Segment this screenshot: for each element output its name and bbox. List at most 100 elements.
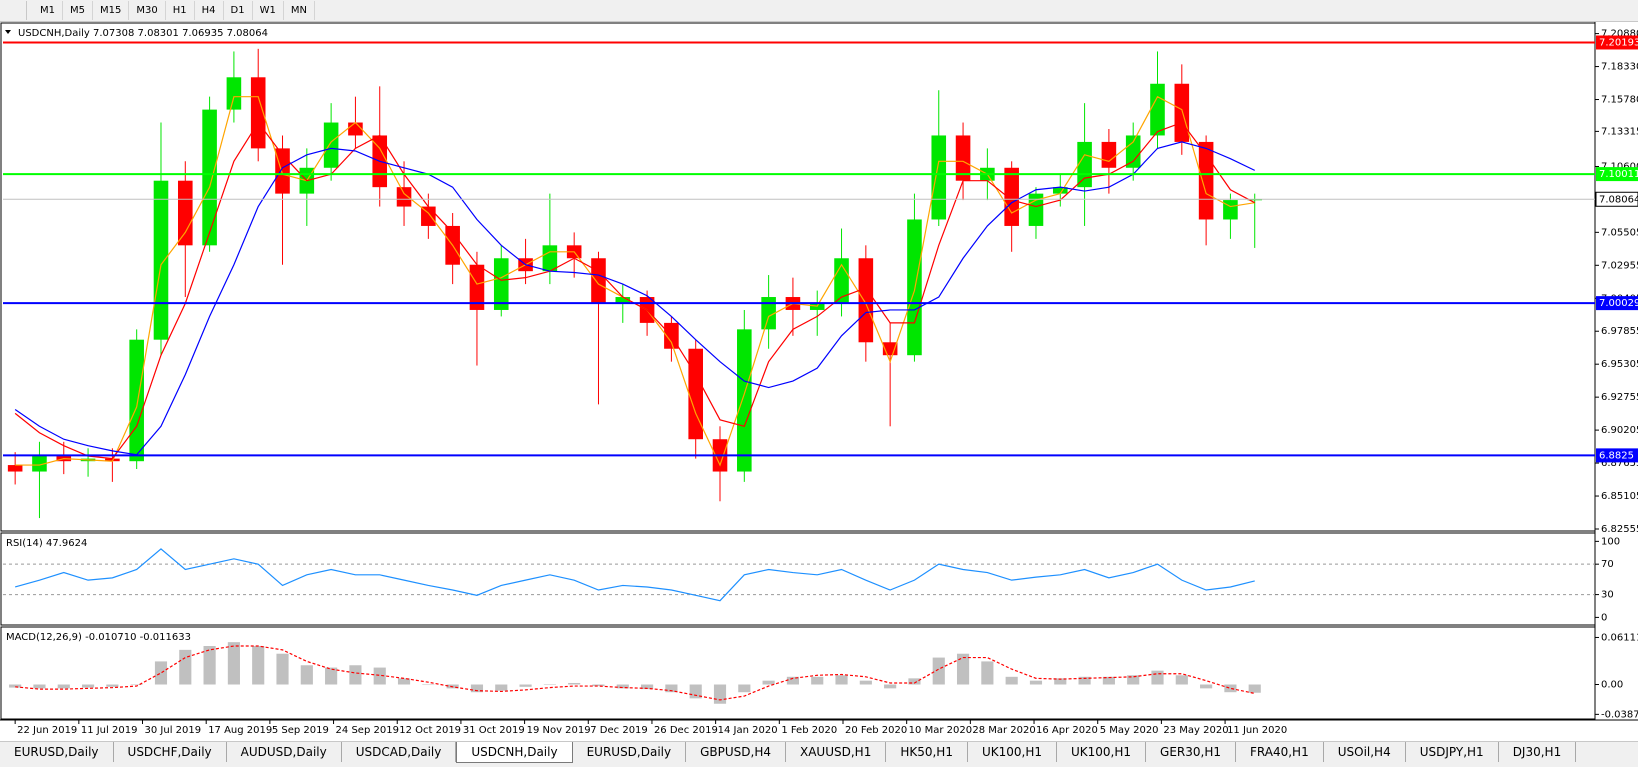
macd-bar [956,653,970,685]
chart-tab[interactable]: USDCHF,Daily [114,742,227,762]
macd-bar [762,680,775,685]
timeframe-button[interactable]: D1 [224,1,253,20]
macd-bar [470,684,484,693]
macd-bar [1224,684,1237,693]
y-tick-label: 7.18330 [1601,62,1638,73]
macd-bar [1200,684,1213,689]
candle-body [542,245,558,272]
macd-bar [811,676,824,685]
x-tick-label: 19 Nov 2019 [527,725,591,736]
candle-body [7,465,23,472]
chart-tab[interactable]: FRA40,H1 [1236,742,1324,762]
timeframe-button[interactable]: M5 [63,1,93,20]
panel-frame [0,22,1596,532]
macd-bar [786,676,799,685]
chart-tab[interactable]: USDCNH,Daily [456,742,573,763]
chart-tab[interactable]: XAUUSD,H1 [786,742,887,762]
panel-menu-arrow [5,30,11,34]
candle-body [615,297,631,304]
chart-tab[interactable]: GBPUSD,H4 [686,742,786,762]
panel-title: MACD(12,26,9) -0.010710 -0.011633 [6,632,191,643]
candle-body [493,258,509,310]
candle-body [396,187,412,207]
macd-bar [130,684,143,686]
x-tick-label: 20 Feb 2020 [845,725,907,736]
candle-body [1223,200,1238,220]
y-tick-label: 0 [1601,612,1607,623]
chart-tab[interactable]: EURUSD,Daily [0,742,114,762]
x-tick-label: 5 May 2020 [1100,725,1159,736]
macd-bar [713,684,727,704]
x-tick-label: 11 Jul 2019 [81,725,138,736]
candle-body [275,148,290,194]
x-tick-label: 7 Dec 2019 [590,725,648,736]
candle-body [202,109,217,246]
chart-tab[interactable]: EURUSD,Daily [573,742,687,762]
chart-tab[interactable]: GER30,H1 [1146,742,1236,762]
timeframe-button[interactable]: M15 [93,1,130,20]
chart-tab[interactable]: HK50,H1 [886,742,968,762]
chart-tab[interactable]: DJ30,H1 [1499,742,1577,762]
timeframe-toolbar: M1 M5 M15 M30 H1 H4 D1 W1 MN [0,0,1638,22]
macd-bar [884,684,897,689]
candle-body [809,303,825,310]
macd-bar [397,678,411,685]
candle-body [858,258,874,343]
macd-bar [859,680,872,685]
macd-bar [932,657,945,685]
macd-bar [981,661,994,685]
candle-body [931,135,947,220]
chart-tab[interactable]: UK100,H1 [1057,742,1147,762]
panel-title: USDCNH,Daily 7.07308 7.08301 7.06935 7.0… [18,28,268,39]
x-tick-label: 16 Apr 2020 [1036,725,1098,736]
chart-tab[interactable]: AUDUSD,Daily [227,742,342,762]
timeframe-button[interactable]: M30 [129,1,166,20]
x-tick-label: 23 May 2020 [1163,725,1228,736]
chart-tab[interactable]: USOil,H4 [1324,742,1406,762]
price-tag [1596,448,1638,463]
timeframe-button[interactable]: H1 [166,1,195,20]
macd-bar [592,684,605,687]
candle-body [688,348,703,440]
y-tick-label: 0.061119 [1601,632,1638,643]
price-tag-label: 7.10011 [1599,169,1638,180]
x-tick-label: 17 Aug 2019 [208,725,272,736]
macd-bar [1078,676,1091,685]
macd-bar [738,684,751,693]
toolbar-icon[interactable] [0,1,27,20]
macd-bar [300,665,313,685]
timeframe-button[interactable]: M1 [33,1,63,20]
macd-bar [495,684,508,691]
candle-body [1077,141,1092,188]
x-tick-label: 26 Dec 2019 [654,725,718,736]
y-tick-label: 6.85105 [1601,491,1638,502]
macd-bar [665,684,678,693]
macd-bar [1248,684,1261,693]
macd-bar [568,682,581,685]
timeframe-button[interactable]: H4 [195,1,224,20]
x-tick-label: 12 Oct 2019 [399,725,461,736]
candle-body [323,122,339,168]
macd-bar [1127,675,1140,685]
x-tick-label: 31 Oct 2019 [463,725,525,736]
y-tick-label: 30 [1601,590,1614,601]
y-tick-label: 100 [1601,536,1620,547]
chart-tab[interactable]: USDCAD,Daily [342,742,457,762]
x-tick-label: 14 Jan 2020 [718,725,778,736]
chart-tab[interactable]: UK100,H1 [968,742,1057,762]
timeframe-button[interactable]: MN [284,1,315,20]
macd-bar [616,684,629,689]
y-tick-label: 7.15780 [1601,95,1638,106]
macd-bar [252,646,265,685]
chart-background [0,22,1638,741]
macd-bar [179,649,192,685]
candle-body [32,456,47,472]
y-tick-label: 6.92755 [1601,392,1638,403]
macd-bar [81,684,95,688]
x-tick-label: 1 Feb 2020 [781,725,837,736]
x-tick-label: 30 Jul 2019 [145,725,202,736]
chart-tab[interactable]: USDJPY,H1 [1406,742,1499,762]
candle-body [1174,83,1190,142]
timeframe-button[interactable]: W1 [253,1,284,20]
candle-body [955,135,971,181]
